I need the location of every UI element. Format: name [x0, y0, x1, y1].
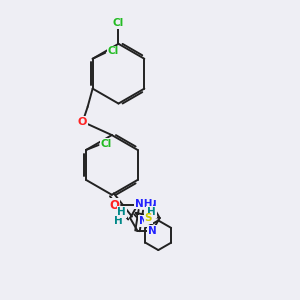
Text: O: O — [109, 199, 119, 212]
Text: S: S — [145, 214, 152, 224]
Text: N: N — [148, 200, 157, 210]
Text: NH: NH — [135, 199, 152, 208]
Text: H: H — [147, 207, 156, 217]
Text: N: N — [148, 226, 157, 236]
Text: Cl: Cl — [108, 46, 119, 56]
Text: H: H — [117, 207, 126, 217]
Text: O: O — [78, 117, 87, 127]
Text: H: H — [114, 216, 123, 226]
Text: N: N — [139, 216, 148, 226]
Text: Cl: Cl — [101, 139, 112, 149]
Text: Cl: Cl — [113, 18, 124, 28]
